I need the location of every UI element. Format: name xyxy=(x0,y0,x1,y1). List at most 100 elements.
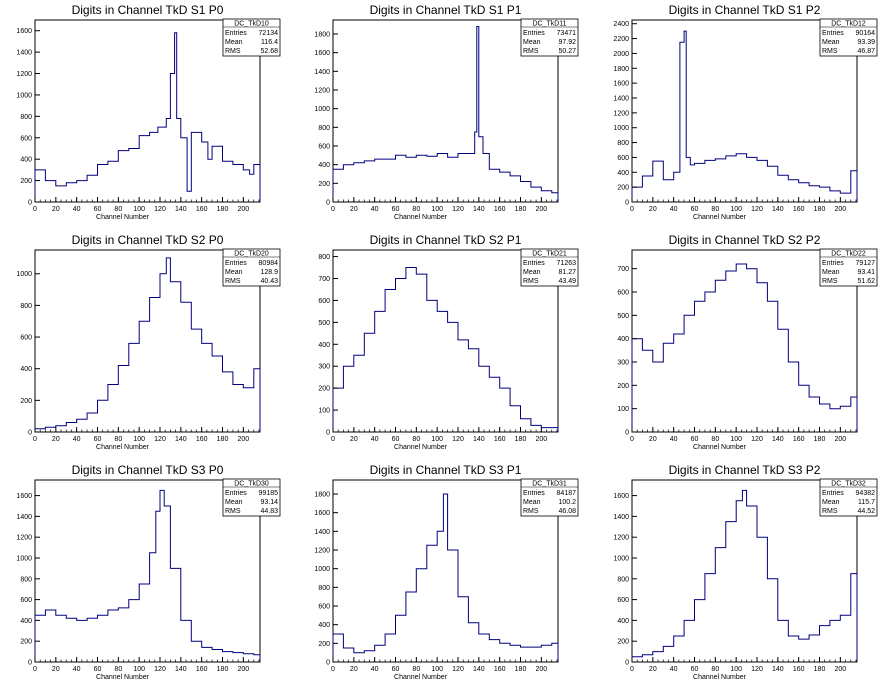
stats-label: Entries xyxy=(523,260,545,267)
x-tick-label: 40 xyxy=(371,436,379,443)
stats-box xyxy=(520,478,579,517)
x-tick-label: 100 xyxy=(133,206,145,213)
x-tick-label: 120 xyxy=(154,436,166,443)
x-tick-label: 80 xyxy=(711,206,719,213)
y-tick-label: 800 xyxy=(20,576,32,583)
y-tick-label: 200 xyxy=(20,178,32,185)
x-tick-label: 80 xyxy=(114,436,122,443)
y-tick-label: 1000 xyxy=(16,556,32,563)
stats-value: 84187 xyxy=(557,490,577,497)
x-tick-label: 60 xyxy=(392,206,400,213)
x-axis-label: Channel Number xyxy=(394,674,448,681)
y-tick-label: 400 xyxy=(318,342,330,349)
y-tick-label: 2200 xyxy=(613,36,629,43)
x-tick-label: 20 xyxy=(649,206,657,213)
histogram-panel: Digits in Channel TkD S1 P2 0 20 40 60 80 100 1… xyxy=(613,3,878,221)
x-tick-label: 80 xyxy=(412,206,420,213)
x-tick-label: 60 xyxy=(392,666,400,673)
stats-label: Mean xyxy=(822,269,840,276)
histogram-series-line xyxy=(332,493,559,662)
stats-box xyxy=(222,18,281,57)
x-tick-label: 180 xyxy=(814,436,826,443)
y-tick-label: 1800 xyxy=(314,32,330,39)
y-tick-label: 1200 xyxy=(613,110,629,117)
y-tick-label: 800 xyxy=(20,114,32,121)
plot-frame xyxy=(332,19,559,203)
x-axis-label: Channel Number xyxy=(693,674,747,681)
x-tick-label: 200 xyxy=(834,436,846,443)
y-tick-label: 1400 xyxy=(314,69,330,76)
stats-label: Entries xyxy=(523,30,545,37)
stats-label: Mean xyxy=(523,269,541,276)
histogram-title: Digits in Channel TkD S1 P2 xyxy=(669,3,821,17)
x-tick-label: 40 xyxy=(73,206,81,213)
x-tick-label: 140 xyxy=(473,436,485,443)
x-tick-label: 140 xyxy=(175,436,187,443)
x-tick-label: 60 xyxy=(94,206,102,213)
histogram-title: Digits in Channel TkD S2 P0 xyxy=(72,233,224,247)
x-tick-label: 0 xyxy=(630,206,634,213)
x-tick-label: 120 xyxy=(154,666,166,673)
stats-value: 44.83 xyxy=(260,508,278,515)
x-tick-label: 120 xyxy=(452,436,464,443)
x-tick-label: 140 xyxy=(473,666,485,673)
stats-value: 80984 xyxy=(259,260,279,267)
stats-label: RMS xyxy=(822,508,838,515)
histogram-panel: Digits in Channel TkD S2 P1 0 20 40 60 80 100 1… xyxy=(318,233,579,451)
x-tick-label: 180 xyxy=(217,436,229,443)
stats-name: DC_TkD10 xyxy=(234,21,269,28)
stats-name: DC_TkD32 xyxy=(831,481,866,488)
y-tick-label: 400 xyxy=(20,157,32,164)
x-tick-label: 100 xyxy=(730,206,742,213)
x-tick-label: 160 xyxy=(793,206,805,213)
stats-label: Mean xyxy=(822,499,840,506)
y-tick-label: 0 xyxy=(625,200,629,207)
x-tick-label: 200 xyxy=(237,666,249,673)
y-tick-label: 0 xyxy=(28,200,32,207)
x-tick-label: 180 xyxy=(814,666,826,673)
y-tick-label: 1600 xyxy=(16,493,32,500)
y-tick-label: 2400 xyxy=(613,21,629,28)
x-tick-label: 120 xyxy=(154,206,166,213)
plot-frame xyxy=(34,19,261,203)
stats-label: Entries xyxy=(225,260,247,267)
x-tick-label: 40 xyxy=(73,666,81,673)
stats-value: 99185 xyxy=(259,490,279,497)
y-tick-label: 200 xyxy=(20,639,32,646)
stats-name: DC_TkD30 xyxy=(234,481,269,488)
x-tick-label: 0 xyxy=(33,206,37,213)
stats-name: DC_TkD11 xyxy=(532,21,566,28)
y-tick-label: 2000 xyxy=(613,51,629,58)
y-tick-label: 500 xyxy=(318,320,330,327)
x-tick-label: 160 xyxy=(494,436,506,443)
x-tick-label: 0 xyxy=(630,436,634,443)
x-tick-label: 80 xyxy=(412,666,420,673)
y-tick-label: 600 xyxy=(617,155,629,162)
x-tick-label: 180 xyxy=(515,206,527,213)
histogram-panel: Digits in Channel TkD S3 P1 0 20 40 60 80 100 1… xyxy=(314,463,579,681)
y-tick-label: 800 xyxy=(617,140,629,147)
x-tick-label: 80 xyxy=(711,666,719,673)
y-tick-label: 1200 xyxy=(16,535,32,542)
y-tick-label: 700 xyxy=(617,266,629,273)
stats-value: 81.27 xyxy=(558,269,576,276)
x-tick-label: 40 xyxy=(371,666,379,673)
x-axis-label: Channel Number xyxy=(394,444,448,451)
histogram-series-line xyxy=(631,263,858,432)
x-tick-label: 160 xyxy=(196,436,208,443)
y-tick-label: 200 xyxy=(617,383,629,390)
x-tick-label: 200 xyxy=(834,206,846,213)
stats-label: RMS xyxy=(822,278,838,285)
x-tick-label: 0 xyxy=(331,206,335,213)
stats-value: 46.87 xyxy=(857,48,875,55)
stats-box xyxy=(819,248,878,287)
x-tick-label: 140 xyxy=(772,206,784,213)
y-tick-label: 0 xyxy=(326,430,330,437)
histogram-panel: Digits in Channel TkD S3 P0 0 20 40 60 80 100 1… xyxy=(16,463,281,681)
stats-label: Mean xyxy=(225,499,243,506)
y-tick-label: 1400 xyxy=(613,96,629,103)
stats-label: Mean xyxy=(822,39,840,46)
stats-label: RMS xyxy=(523,48,539,55)
